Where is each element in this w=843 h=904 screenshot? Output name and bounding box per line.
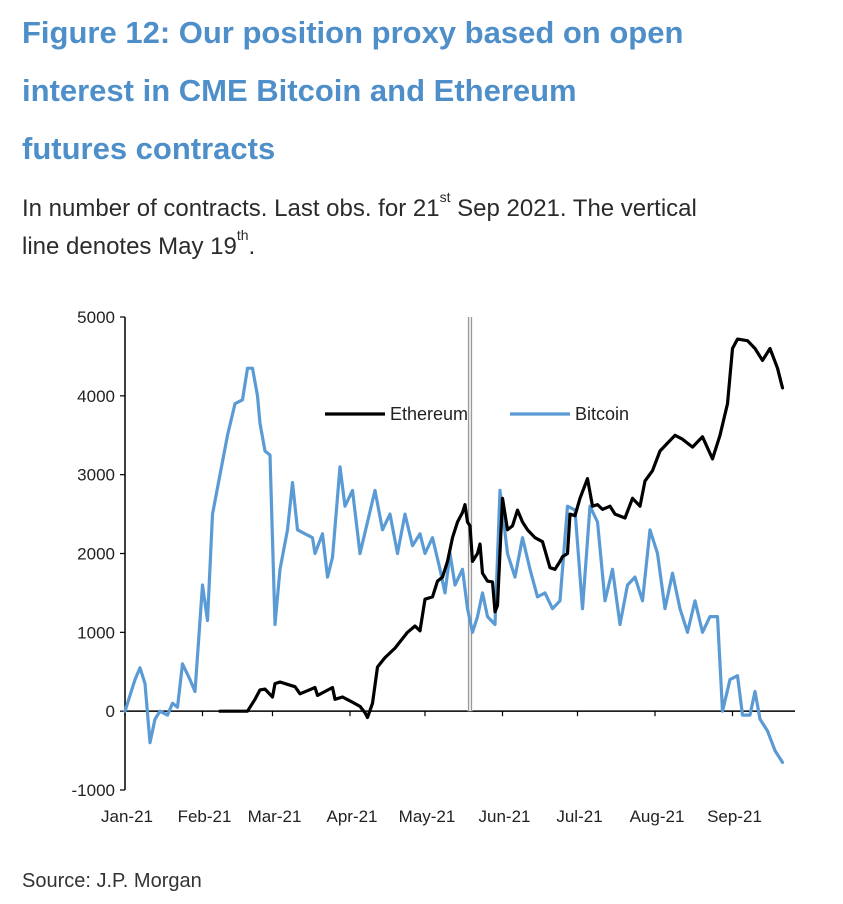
title-line-2: interest in CME Bitcoin and Ethereum bbox=[22, 73, 577, 108]
series-layer bbox=[123, 337, 785, 764]
subtitle-superscript-2: th bbox=[236, 227, 249, 243]
legend-label-bitcoin: Bitcoin bbox=[575, 404, 629, 424]
title-line-3: futures contracts bbox=[22, 131, 276, 166]
y-tick-label: 5000 bbox=[77, 308, 115, 327]
subtitle-text-3: line denotes May 19 bbox=[22, 233, 237, 260]
x-tick-label: Jul-21 bbox=[556, 807, 602, 826]
vertical-line-band bbox=[467, 317, 473, 712]
chart-axes: 5000 4000 3000 2000 1000 0 -1000 Jan-21 Feb-21 Ma… bbox=[72, 308, 795, 826]
y-tick-label: 0 bbox=[106, 702, 115, 721]
subtitle-superscript-1: st bbox=[439, 189, 451, 205]
figure-subtitle: In number of contracts. Last obs. for 21… bbox=[22, 190, 832, 266]
x-tick-label: Sep-21 bbox=[707, 807, 762, 826]
legend-label-ethereum: Ethereum bbox=[390, 404, 468, 424]
x-tick-label: Apr-21 bbox=[326, 807, 377, 826]
line-chart: 5000 4000 3000 2000 1000 0 -1000 Jan-21 Feb-21 Ma… bbox=[72, 308, 795, 826]
y-tick-label: 1000 bbox=[77, 623, 115, 642]
chart-legend: Ethereum Bitcoin bbox=[325, 404, 629, 424]
subtitle-text-2: Sep 2021. The vertical bbox=[450, 195, 697, 222]
x-tick-label: Aug-21 bbox=[630, 807, 685, 826]
y-tick-label: 2000 bbox=[77, 545, 115, 564]
x-tick-label: Jan-21 bbox=[101, 807, 153, 826]
x-tick-label: May-21 bbox=[399, 807, 456, 826]
series-line-bitcoin bbox=[123, 366, 785, 764]
title-line-1: Figure 12: Our position proxy based on o… bbox=[22, 15, 684, 50]
figure-title: Figure 12: Our position proxy based on o… bbox=[22, 4, 822, 178]
subtitle-text-4: . bbox=[248, 233, 256, 260]
x-tick-label: Jun-21 bbox=[479, 807, 531, 826]
y-tick-label: 3000 bbox=[77, 466, 115, 485]
subtitle-text-1: In number of contracts. Last obs. for 21 bbox=[22, 195, 440, 222]
y-tick-label: -1000 bbox=[72, 781, 115, 800]
source-note: Source: J.P. Morgan bbox=[22, 870, 202, 892]
series-line-ethereum bbox=[218, 337, 785, 720]
y-tick-label: 4000 bbox=[77, 387, 115, 406]
x-tick-label: Mar-21 bbox=[248, 807, 302, 826]
vertical-line-layer bbox=[467, 317, 473, 712]
x-tick-label: Feb-21 bbox=[178, 807, 232, 826]
